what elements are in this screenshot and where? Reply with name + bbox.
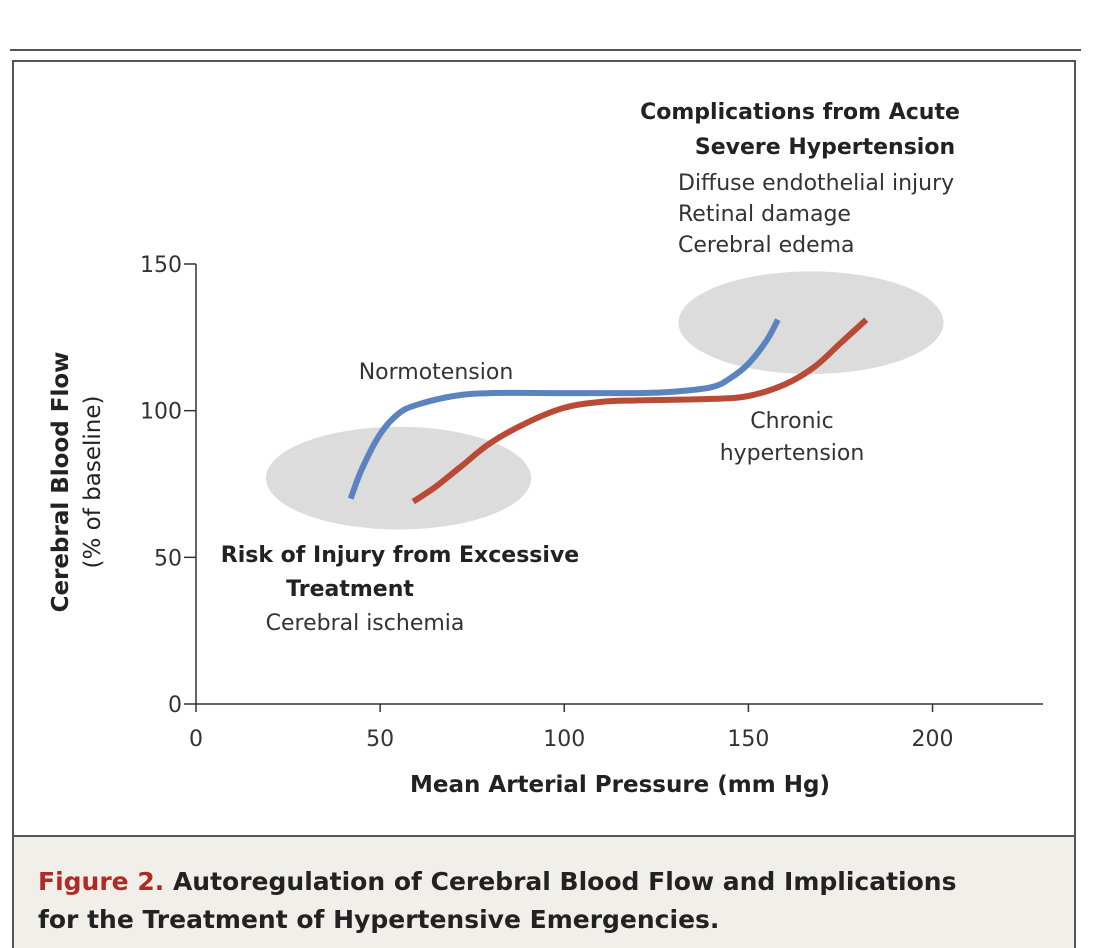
figure-label: Figure 2. [38, 867, 165, 896]
hypertension-label-line2: hypertension [720, 441, 865, 466]
complication-item-retinal: Retinal damage [678, 202, 851, 227]
series-layer [347, 317, 869, 505]
caption-box: Figure 2. Autoregulation of Cerebral Blo… [14, 835, 1074, 948]
risk-title-line1: Risk of Injury from Excessive [221, 543, 579, 568]
x-tick-label: 0 [189, 727, 203, 752]
chronic-hypertension-curve [411, 317, 869, 505]
figure-caption: Figure 2. Autoregulation of Cerebral Blo… [38, 863, 1038, 939]
normotension-label: Normotension [359, 360, 514, 385]
y-tick-label: 0 [168, 693, 182, 718]
complication-item-endothelial: Diffuse endothelial injury [678, 171, 954, 196]
injury-risk-zone [265, 426, 532, 530]
x-axis-label: Mean Arterial Pressure (mm Hg) [410, 772, 830, 798]
complications-zone [678, 271, 944, 374]
y-axis-label-line2: (% of baseline) [80, 396, 106, 569]
x-tick-label: 150 [727, 727, 769, 752]
complications-title-line2: Severe Hypertension [695, 135, 955, 160]
x-tick-label: 200 [912, 727, 954, 752]
regions-layer [265, 271, 944, 530]
figure-frame: Figure 2. Autoregulation of Cerebral Blo… [12, 60, 1076, 948]
complications-title-line1: Complications from Acute [640, 100, 960, 125]
complication-item-edema: Cerebral edema [678, 233, 855, 258]
y-tick-label: 150 [140, 253, 182, 278]
risk-item-ischemia: Cerebral ischemia [266, 611, 465, 636]
caption-title-line1: Autoregulation of Cerebral Blood Flow an… [172, 867, 957, 896]
hypertension-label-line1: Chronic [750, 409, 833, 434]
x-tick-label: 50 [366, 727, 394, 752]
y-axis-label-line1: Cerebral Blood Flow [48, 352, 74, 613]
axes-layer [195, 264, 1043, 705]
top-rule [10, 49, 1081, 51]
y-tick-label: 50 [154, 546, 182, 571]
ticks-layer: 0 50 100 150 200 0 50 100 150 [140, 253, 954, 752]
risk-title-line2: Treatment [286, 577, 414, 602]
caption-title-line2: for the Treatment of Hypertensive Emerge… [38, 905, 720, 934]
normotension-curve [347, 318, 781, 500]
y-tick-label: 100 [140, 400, 182, 425]
x-tick-label: 100 [543, 727, 585, 752]
